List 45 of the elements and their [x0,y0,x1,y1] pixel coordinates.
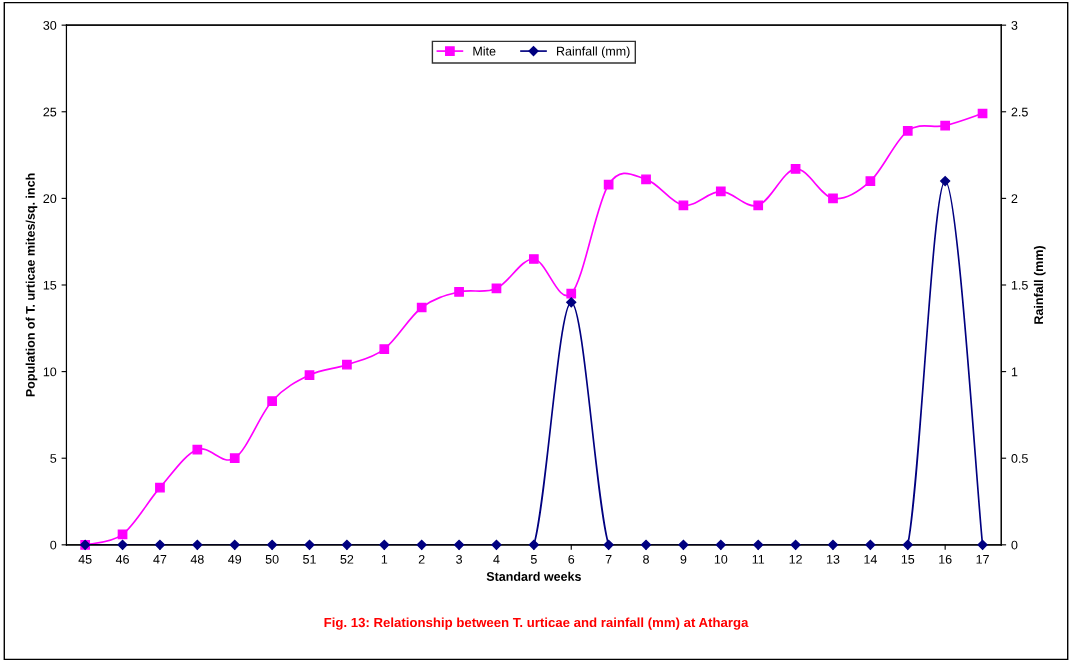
y2-tick-label: 2.5 [1011,107,1028,117]
x-tick-label: 6 [568,554,575,564]
x-tick-label: 14 [864,555,877,564]
x-tick-label: 16 [939,554,952,564]
y-axis-title: Population of T. urticae mites/sq. inch [25,173,38,397]
x-tick-label: 11 [752,555,765,564]
y-tick-label: 5 [50,454,57,463]
x-tick-label: 13 [826,554,840,564]
y2-tick-label: 1 [1011,367,1018,377]
x-tick-label: 52 [340,554,354,564]
x-tick-label: 51 [303,555,316,564]
x-tick-label: 7 [605,555,612,564]
legend-label: Rainfall (mm) [557,46,630,59]
x-tick-label: 1 [381,555,388,564]
x-tick-label: 8 [643,554,649,564]
y2-tick-label: 3 [1011,20,1018,30]
x-tick-label: 10 [714,554,728,564]
y-tick-label: 10 [43,367,57,377]
x-tick-label: 48 [190,554,204,564]
y-tick-label: 30 [43,20,57,30]
y2-tick-label: 1.5 [1011,280,1028,290]
x-tick-label: 46 [115,554,129,564]
x-tick-label: 2 [418,554,425,564]
x-tick-label: 17 [976,555,989,564]
x-tick-label: 9 [680,554,687,564]
x-tick-label: 15 [901,555,915,564]
x-tick-label: 5 [530,555,537,564]
x-tick-label: 45 [78,555,92,564]
x-tick-label: 49 [228,554,242,564]
caption: Fig. 13: Relationship between T. urticae and rainfall (mm) at Atharga [324,617,749,630]
x-axis-title: Standard weeks [486,571,581,581]
y2-tick-label: 0.5 [1011,454,1028,463]
y-tick-label: 25 [43,107,57,117]
y-tick-label: 15 [43,280,57,290]
legend-label: Mite [473,46,496,56]
x-tick-label: 4 [493,555,500,564]
x-tick-label: 50 [265,554,279,564]
x-tick-label: 3 [456,554,462,564]
y2-tick-label: 2 [1011,194,1018,203]
y2-axis-title: Rainfall (mm) [1033,246,1046,324]
y-tick-label: 20 [43,194,57,204]
x-tick-label: 12 [789,554,802,564]
x-tick-label: 47 [153,555,167,564]
y2-tick-label: 0 [1011,540,1018,550]
y-tick-label: 0 [50,540,57,550]
